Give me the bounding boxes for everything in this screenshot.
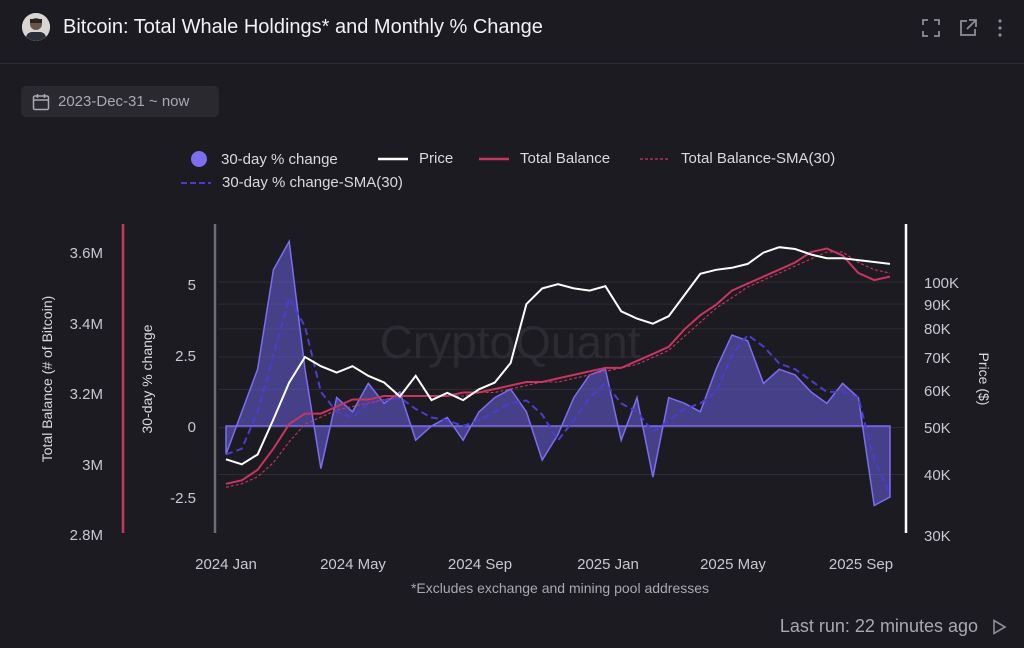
avatar[interactable]	[22, 13, 50, 41]
legend-item-pct-change-sma[interactable]: 30-day % change-SMA(30)	[180, 174, 403, 191]
legend-label: Total Balance-SMA(30)	[681, 150, 836, 167]
tick-label-balance: 3M	[82, 457, 103, 474]
legend-label: Total Balance	[520, 150, 611, 167]
page-title: Bitcoin: Total Whale Holdings* and Month…	[63, 16, 543, 38]
series-total-balance-sma-line	[225, 251, 891, 488]
series-total-balance-line	[225, 247, 891, 485]
legend-item-total-balance[interactable]: Total Balance	[478, 150, 610, 167]
series-pct-change-sma-line	[225, 295, 891, 495]
x-tick-label: 2025 Jan	[577, 556, 639, 573]
x-tick-label: 2024 Jan	[195, 556, 257, 573]
open-external-icon[interactable]	[957, 17, 979, 39]
x-tick-label: 2025 Sep	[829, 556, 893, 573]
more-options-icon[interactable]	[994, 17, 1006, 39]
date-range-button[interactable]: 2023-Dec-31 ~ now	[21, 86, 219, 117]
left-inner-axis-title: 30-day % change	[139, 324, 155, 433]
legend-label: 30-day % change-SMA(30)	[222, 174, 403, 191]
last-run-status: Last run: 22 minutes ago	[779, 616, 978, 636]
series-pct-change-area	[225, 239, 891, 507]
tick-label-pct: 0	[188, 419, 196, 436]
footnote: *Excludes exchange and mining pool addre…	[410, 580, 710, 596]
legend-item-pct-change[interactable]: 30-day % change	[188, 150, 338, 168]
play-icon[interactable]	[990, 618, 1008, 636]
legend-item-total-balance-sma[interactable]: Total Balance-SMA(30)	[639, 150, 835, 167]
chart-header: Bitcoin: Total Whale Holdings* and Month…	[0, 0, 1024, 64]
tick-label-price: 90K	[924, 297, 951, 314]
left-outer-axis-title: Total Balance (# of Bitcoin)	[39, 296, 55, 463]
x-tick-label: 2025 May	[700, 556, 766, 573]
tick-label-price: 60K	[924, 383, 951, 400]
tick-label-balance: 3.6M	[70, 245, 103, 262]
tick-label-pct: 5	[188, 277, 196, 294]
tick-label-pct: 2.5	[175, 348, 196, 365]
tick-label-price: 40K	[924, 467, 951, 484]
tick-label-price: 50K	[924, 420, 951, 437]
tick-label-price: 70K	[924, 350, 951, 367]
calendar-icon	[32, 93, 50, 110]
x-tick-label: 2024 May	[320, 556, 386, 573]
legend-label: Price	[419, 150, 454, 167]
tick-label-pct: -2.5	[170, 490, 196, 507]
tick-label-price: 80K	[924, 321, 951, 338]
watermark: CryptoQuant	[380, 316, 641, 368]
series-price-line	[225, 246, 891, 466]
tick-label-balance: 3.2M	[70, 386, 103, 403]
fullscreen-icon[interactable]	[920, 17, 942, 39]
legend-item-price[interactable]: Price	[377, 150, 453, 167]
right-axis-title: Price ($)	[976, 353, 992, 406]
x-tick-label: 2024 Sep	[448, 556, 512, 573]
date-range-label: 2023-Dec-31 ~ now	[58, 93, 190, 110]
legend-label: 30-day % change	[221, 150, 338, 168]
tick-label-balance: 3.4M	[70, 316, 103, 333]
tick-label-price: 30K	[924, 528, 951, 545]
tick-label-price: 100K	[924, 275, 959, 292]
tick-label-balance: 2.8M	[70, 527, 103, 544]
